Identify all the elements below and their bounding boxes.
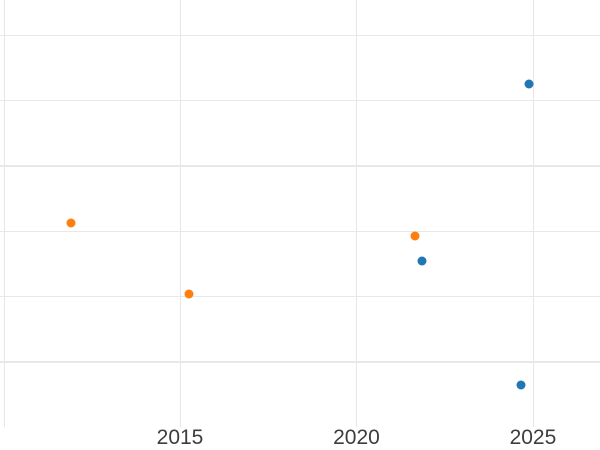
data-point-orange-series [66, 218, 76, 228]
vertical-gridline [532, 0, 534, 427]
plot-area [0, 0, 600, 427]
x-tick-label-2025: 2025 [509, 426, 557, 449]
horizontal-gridline [0, 295, 600, 298]
data-point-blue-series [524, 79, 534, 89]
vertical-gridline [180, 0, 181, 427]
data-point-orange-series [410, 231, 420, 241]
vertical-gridline [3, 0, 5, 427]
data-point-blue-series [516, 380, 526, 390]
horizontal-gridline [0, 230, 600, 232]
data-point-orange-series [184, 289, 194, 299]
vertical-gridline [356, 0, 358, 427]
x-tick-label-2020: 2020 [333, 426, 380, 449]
horizontal-gridline [0, 361, 600, 363]
horizontal-gridline [0, 34, 600, 37]
data-point-blue-series [417, 256, 427, 266]
horizontal-gridline [0, 165, 600, 167]
horizontal-gridline [0, 100, 600, 102]
x-tick-label-2015: 2015 [156, 426, 204, 449]
